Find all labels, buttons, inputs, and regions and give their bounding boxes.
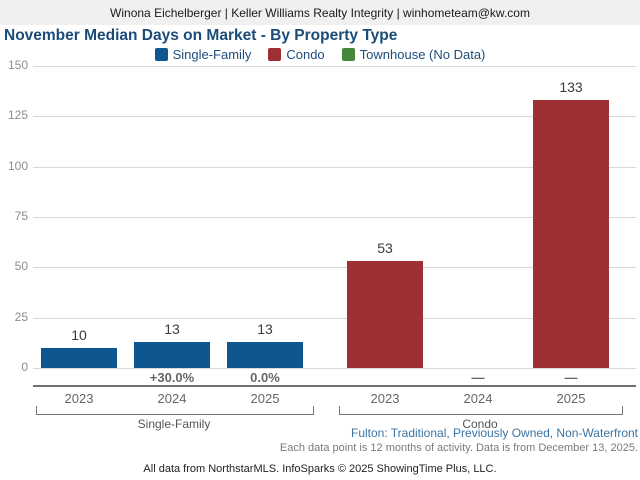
- year-label: 2025: [556, 391, 586, 406]
- chart-title: November Median Days on Market - By Prop…: [4, 27, 398, 44]
- legend-item-townhouse-no-data: Townhouse (No Data): [341, 46, 486, 62]
- group-label-single-family: Single-Family: [137, 417, 211, 431]
- bar-single-family-2024: [134, 341, 210, 368]
- pct-change-label: 0.0%: [250, 370, 280, 385]
- agent-info-text: Winona Eichelberger | Keller Williams Re…: [110, 5, 530, 20]
- group-label-condo: Condo: [462, 417, 498, 431]
- bar-value-label: 13: [257, 320, 273, 337]
- data-note: Each data point is 12 months of activity…: [279, 442, 638, 454]
- legend-label: Condo: [286, 46, 325, 62]
- chart-legend: Single-Family Condo Townhouse (No Data): [0, 46, 640, 62]
- bar-condo-2023: [347, 261, 423, 368]
- bar-value-label: 13: [164, 320, 180, 337]
- year-label: 2024: [463, 391, 493, 406]
- year-label: 2024: [157, 391, 187, 406]
- pct-change-label: —: [564, 370, 578, 385]
- gridline: [33, 166, 636, 168]
- year-label: 2025: [250, 391, 280, 406]
- bar-value-label: 133: [559, 79, 583, 96]
- year-label: 2023: [64, 391, 94, 406]
- y-tick-label: 0: [21, 360, 28, 374]
- gridline: [33, 317, 636, 319]
- group-bracket-condo: [339, 406, 623, 415]
- bar-value-label: 10: [71, 326, 87, 343]
- group-bracket-single-family: [36, 406, 314, 415]
- x-axis-line: [33, 385, 636, 387]
- attribution-note: All data from NorthstarMLS. InfoSparks ©…: [143, 463, 497, 475]
- bar-single-family-2023: [41, 347, 117, 368]
- bar-single-family-2025: [227, 341, 303, 368]
- y-tick-label: 125: [7, 108, 28, 123]
- gridline: [33, 66, 636, 67]
- bar-condo-2025: [533, 100, 609, 368]
- gridline: [33, 116, 636, 118]
- y-tick-label: 100: [7, 158, 28, 173]
- year-label: 2023: [370, 391, 400, 406]
- y-tick-label: 25: [14, 309, 28, 324]
- legend-label: Townhouse (No Data): [359, 46, 486, 62]
- legend-item-single-family: Single-Family: [154, 46, 252, 62]
- legend-label: Single-Family: [172, 46, 252, 62]
- gridline: [33, 267, 636, 269]
- gridline: [33, 217, 636, 218]
- legend-swatch-icon: [268, 47, 282, 61]
- gridline: [33, 368, 636, 369]
- pct-change-label: —: [471, 370, 485, 385]
- filter-note: Fulton: Traditional, Previously Owned, N…: [350, 426, 638, 440]
- agent-info-bar: Winona Eichelberger | Keller Williams Re…: [0, 0, 640, 25]
- y-tick-label: 75: [14, 209, 28, 223]
- legend-swatch-icon: [341, 47, 355, 61]
- legend-item-condo: Condo: [268, 46, 325, 62]
- y-tick-label: 50: [14, 259, 28, 274]
- pct-change-label: +30.0%: [149, 370, 195, 385]
- y-tick-label: 150: [7, 58, 28, 72]
- bar-value-label: 53: [377, 240, 393, 257]
- legend-swatch-icon: [154, 47, 168, 61]
